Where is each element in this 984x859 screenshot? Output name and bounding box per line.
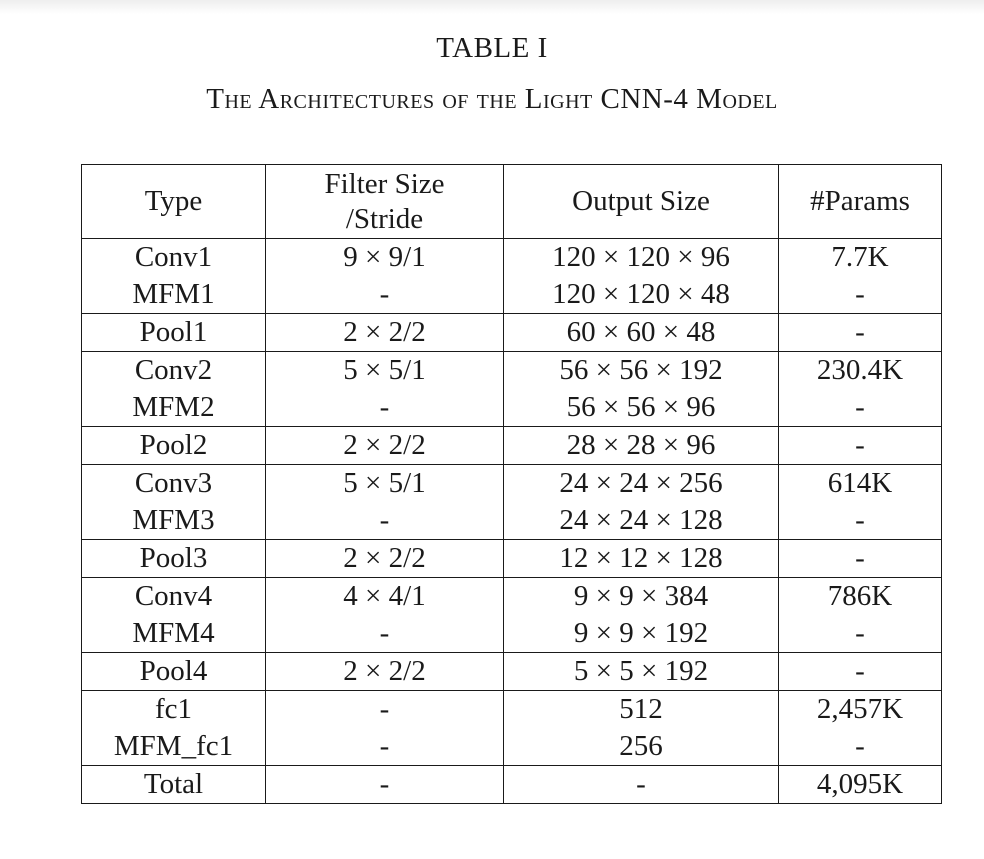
cell-params: 4,095K	[778, 765, 942, 804]
cell-type: Conv1	[81, 238, 266, 276]
cell-type: Pool3	[81, 539, 266, 578]
table-row: MFM4-9 × 9 × 192-	[81, 615, 942, 653]
cell-params: 614K	[778, 464, 942, 502]
cell-filter: 2 × 2/2	[265, 426, 504, 465]
table-row: fc1-512 2,457K	[81, 690, 942, 728]
header-row: Type Filter Size /Stride Output Size #Pa…	[81, 164, 942, 239]
cell-output: -	[503, 765, 779, 804]
cell-type: MFM1	[81, 276, 266, 314]
cell-params: -	[778, 389, 942, 427]
cell-filter: -	[265, 765, 504, 804]
cell-type: MFM4	[81, 615, 266, 653]
cell-filter: 2 × 2/2	[265, 652, 504, 691]
cell-filter: -	[265, 728, 504, 766]
table-caption-label: TABLE I	[436, 32, 548, 64]
cell-type: MFM_fc1	[81, 728, 266, 766]
table-row: Pool3 2 × 2/2 12 × 12 × 128-	[81, 539, 942, 578]
cell-filter: -	[265, 690, 504, 728]
table-row: Total - -4,095K	[81, 765, 942, 804]
cell-params: -	[778, 539, 942, 578]
cell-type: MFM2	[81, 389, 266, 427]
cell-type: Conv3	[81, 464, 266, 502]
cell-params: 2,457K	[778, 690, 942, 728]
cell-type: Pool1	[81, 313, 266, 352]
architecture-table: Type Filter Size /Stride Output Size #Pa…	[81, 164, 942, 804]
table-row: Conv1 9 × 9/1 120 × 120 × 96 7.7K	[81, 238, 942, 276]
cell-type: Pool4	[81, 652, 266, 691]
cell-filter: 2 × 2/2	[265, 313, 504, 352]
cell-params: -	[778, 615, 942, 653]
cell-filter: 5 × 5/1	[265, 464, 504, 502]
cell-output: 24 × 24 × 128	[503, 502, 779, 540]
cell-output: 56 × 56 × 192	[503, 351, 779, 389]
table-row: MFM2-56 × 56 × 96-	[81, 389, 942, 427]
table-row: Pool2 2 × 2/2 28 × 28 × 96-	[81, 426, 942, 465]
cell-params: -	[778, 652, 942, 691]
header-filter-line1: Filter Size	[324, 167, 445, 200]
cell-filter: -	[265, 615, 504, 653]
cell-type: Conv2	[81, 351, 266, 389]
cell-params: 786K	[778, 577, 942, 615]
table-row: Conv4 4 × 4/1 9 × 9 × 384 786K	[81, 577, 942, 615]
cell-filter: -	[265, 502, 504, 540]
cell-output: 256	[503, 728, 779, 766]
cell-params: -	[778, 313, 942, 352]
table-row: MFM_fc1-256-	[81, 728, 942, 766]
table-row: Pool4 2 × 2/2 5 × 5 × 192-	[81, 652, 942, 691]
cell-type: fc1	[81, 690, 266, 728]
cell-params: 7.7K	[778, 238, 942, 276]
cell-params: -	[778, 276, 942, 314]
cell-params: -	[778, 502, 942, 540]
cell-output: 56 × 56 × 96	[503, 389, 779, 427]
header-filter-line2: /Stride	[345, 202, 424, 235]
table-row: Pool1 2 × 2/2 60 × 60 × 48-	[81, 313, 942, 352]
cell-params: -	[778, 426, 942, 465]
cell-output: 12 × 12 × 128	[503, 539, 779, 578]
table-caption-title: The Architectures of the Light CNN-4 Mod…	[206, 83, 778, 115]
cell-filter: 5 × 5/1	[265, 351, 504, 389]
header-output-size: Output Size	[503, 164, 779, 239]
header-params: #Params	[778, 164, 942, 239]
cell-output: 512	[503, 690, 779, 728]
cell-output: 24 × 24 × 256	[503, 464, 779, 502]
cell-filter: 9 × 9/1	[265, 238, 504, 276]
table-body: Conv1 9 × 9/1 120 × 120 × 96 7.7K MFM1-120 ×…	[81, 238, 942, 804]
cell-params: 230.4K	[778, 351, 942, 389]
cell-filter: -	[265, 276, 504, 314]
table-row: Conv2 5 × 5/1 56 × 56 × 192 230.4K	[81, 351, 942, 389]
header-type: Type	[81, 164, 266, 239]
cell-filter: 4 × 4/1	[265, 577, 504, 615]
cell-type: Total	[81, 765, 266, 804]
cell-filter: -	[265, 389, 504, 427]
cell-type: Pool2	[81, 426, 266, 465]
cell-output: 9 × 9 × 384	[503, 577, 779, 615]
table-header: Type Filter Size /Stride Output Size #Pa…	[81, 164, 942, 239]
cell-type: MFM3	[81, 502, 266, 540]
cell-params: -	[778, 728, 942, 766]
table-row: Conv3 5 × 5/1 24 × 24 × 256 614K	[81, 464, 942, 502]
cell-output: 120 × 120 × 48	[503, 276, 779, 314]
page-edge-shadow	[0, 0, 984, 14]
cell-output: 60 × 60 × 48	[503, 313, 779, 352]
cell-output: 120 × 120 × 96	[503, 238, 779, 276]
header-filter-size: Filter Size /Stride	[265, 164, 504, 239]
cell-output: 9 × 9 × 192	[503, 615, 779, 653]
cell-output: 28 × 28 × 96	[503, 426, 779, 465]
table-row: MFM1-120 × 120 × 48-	[81, 276, 942, 314]
cell-type: Conv4	[81, 577, 266, 615]
cell-output: 5 × 5 × 192	[503, 652, 779, 691]
cell-filter: 2 × 2/2	[265, 539, 504, 578]
table-row: MFM3-24 × 24 × 128-	[81, 502, 942, 540]
